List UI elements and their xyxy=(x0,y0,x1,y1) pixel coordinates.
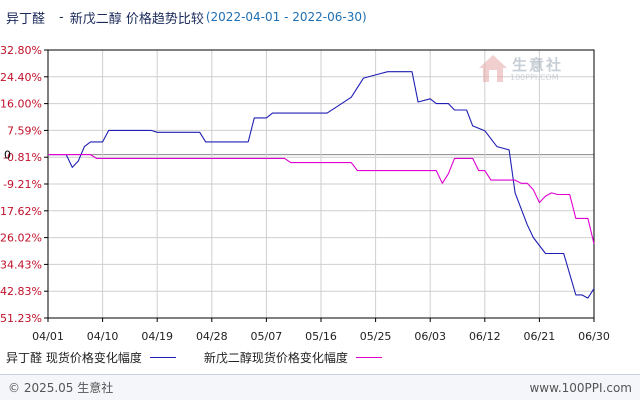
footer-copyright: © 2025.05 生意社 xyxy=(8,381,114,395)
y-tick-label: -34.43% xyxy=(0,258,42,271)
series-line-1 xyxy=(48,71,595,299)
y-tick-label: 16.00% xyxy=(0,98,42,111)
legend-item-series2: 新戊二醇现货价格变化幅度 xyxy=(204,349,382,366)
legend: 异丁醛 现货价格变化幅度 新戊二醇现货价格变化幅度 xyxy=(6,348,634,366)
title-product: 异丁醛 xyxy=(6,11,46,27)
title-separator: - xyxy=(59,9,64,25)
x-tick-label: 04/01 xyxy=(32,330,64,343)
footer-url[interactable]: www.100PPI.com xyxy=(529,380,632,395)
grid-layer xyxy=(48,50,594,318)
x-tick-label: 06/21 xyxy=(524,330,556,343)
footer: © 2025.05 生意社 www.100PPI.com xyxy=(0,374,640,400)
watermark-text: 生意社 xyxy=(512,56,564,74)
legend-swatch-series1 xyxy=(149,356,176,358)
chart-title: 异丁醛 - 新戊二醇 价格趋势比较 (2022-04-01 - 2022-06-… xyxy=(6,6,634,28)
series-line-2 xyxy=(48,154,595,245)
title-compare: 新戊二醇 价格趋势比较 xyxy=(69,11,204,27)
y-tick-label: -42.83% xyxy=(0,285,42,298)
y-tick-label: -17.62% xyxy=(0,205,42,218)
y-tick-label: -51.23% xyxy=(0,312,42,325)
x-tick-label: 04/19 xyxy=(141,330,173,343)
y-tick-label: -9.21% xyxy=(3,178,42,191)
x-tick-label: 05/25 xyxy=(360,330,392,343)
x-tick-label: 04/28 xyxy=(196,330,228,343)
x-tick-label: 06/30 xyxy=(578,330,610,343)
x-tick-label: 06/12 xyxy=(469,330,501,343)
title-date-range: (2022-04-01 - 2022-06-30) xyxy=(205,10,367,24)
legend-swatch-series2 xyxy=(355,356,382,358)
x-tick-label: 04/10 xyxy=(87,330,119,343)
y-tick-label: -26.02% xyxy=(0,232,42,245)
watermark-logo: 生意社 100PPI.COM xyxy=(474,52,584,88)
y-tick-label: 32.80% xyxy=(0,44,42,57)
legend-item-series1: 异丁醛 现货价格变化幅度 xyxy=(6,349,176,366)
legend-label-series2: 新戊二醇现货价格变化幅度 xyxy=(203,350,348,365)
x-tick-label: 05/16 xyxy=(305,330,337,343)
x-tick-label: 06/03 xyxy=(414,330,446,343)
y-tick-label: 24.40% xyxy=(0,71,42,84)
axis-layer: 32.80% 24.40% 16.00% 7.59% -0.81% -9.21% -17.6… xyxy=(0,44,610,343)
series-layer xyxy=(48,71,595,299)
y-tick-label: -0.81% xyxy=(3,151,42,164)
y-zero-label: 0 xyxy=(4,149,11,162)
house-icon xyxy=(479,55,507,82)
watermark-url: 100PPI.COM xyxy=(510,73,559,82)
legend-label-series1: 异丁醛 现货价格变化幅度 xyxy=(6,350,142,365)
y-tick-label: 7.59% xyxy=(7,124,42,137)
x-tick-label: 05/07 xyxy=(251,330,283,343)
